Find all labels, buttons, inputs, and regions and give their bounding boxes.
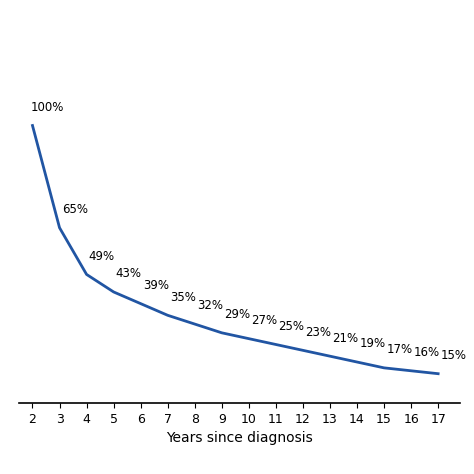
Text: 43%: 43%	[116, 267, 142, 280]
Text: 15%: 15%	[440, 349, 466, 362]
Text: 17%: 17%	[386, 343, 412, 356]
Text: 19%: 19%	[359, 337, 385, 350]
Text: 35%: 35%	[170, 291, 196, 304]
Text: 21%: 21%	[332, 331, 358, 345]
Text: 100%: 100%	[31, 101, 64, 114]
Text: 25%: 25%	[278, 320, 304, 333]
Text: 27%: 27%	[251, 314, 277, 327]
Text: 65%: 65%	[62, 203, 88, 216]
Text: 49%: 49%	[89, 250, 115, 263]
Text: 32%: 32%	[197, 300, 223, 312]
Text: 23%: 23%	[305, 326, 331, 338]
X-axis label: Years since diagnosis: Years since diagnosis	[166, 431, 313, 445]
Text: 39%: 39%	[143, 279, 169, 292]
Text: 29%: 29%	[224, 308, 250, 321]
Text: 16%: 16%	[413, 346, 439, 359]
